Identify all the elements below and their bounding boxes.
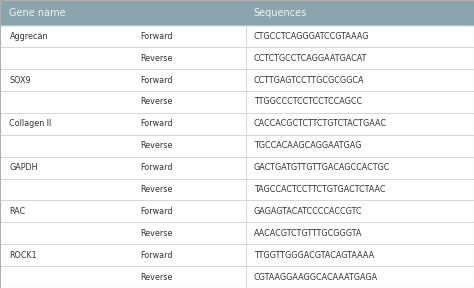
Text: Reverse: Reverse (140, 141, 172, 150)
Text: TTGGTTGGGACGTACAGTAAAA: TTGGTTGGGACGTACAGTAAAA (254, 251, 374, 260)
Text: Collagen II: Collagen II (9, 119, 52, 128)
Text: SOX9: SOX9 (9, 75, 31, 85)
Text: Forward: Forward (140, 163, 173, 172)
Text: ROCK1: ROCK1 (9, 251, 37, 260)
Text: Reverse: Reverse (140, 272, 172, 282)
Text: Forward: Forward (140, 251, 173, 260)
Text: Reverse: Reverse (140, 97, 172, 107)
Bar (0, 0, 474, 25)
Bar (0, 266, 474, 288)
Text: CACCACGCTCTTCTGTCTACTGAAC: CACCACGCTCTTCTGTCTACTGAAC (254, 119, 387, 128)
Bar (0, 69, 474, 91)
Text: CCTCTGCCTCAGGAATGACAT: CCTCTGCCTCAGGAATGACAT (254, 54, 367, 63)
Bar (0, 157, 474, 179)
Text: CGTAAGGAAGGCACAAATGAGA: CGTAAGGAAGGCACAAATGAGA (254, 272, 378, 282)
Bar (0, 179, 474, 200)
Text: Reverse: Reverse (140, 54, 172, 63)
Text: Aggrecan: Aggrecan (9, 32, 48, 41)
Bar (0, 47, 474, 69)
Bar (0, 113, 474, 135)
Bar (0, 91, 474, 113)
Bar (0, 244, 474, 266)
Bar (0, 222, 474, 244)
Text: GAPDH: GAPDH (9, 163, 38, 172)
Text: Sequences: Sequences (254, 8, 307, 18)
Text: Forward: Forward (140, 32, 173, 41)
Text: Gene name: Gene name (9, 8, 66, 18)
Text: TTGGCCCTCCTCCTCCAGCC: TTGGCCCTCCTCCTCCAGCC (254, 97, 362, 107)
Text: Reverse: Reverse (140, 185, 172, 194)
Text: CTGCCTCAGGGATCCGTAAAG: CTGCCTCAGGGATCCGTAAAG (254, 32, 369, 41)
Text: Forward: Forward (140, 207, 173, 216)
Bar (0, 25, 474, 47)
Text: Forward: Forward (140, 75, 173, 85)
Text: TGCCACAAGCAGGAATGAG: TGCCACAAGCAGGAATGAG (254, 141, 361, 150)
Bar (0, 200, 474, 222)
Text: GAGAGTACATCCCCACCGTC: GAGAGTACATCCCCACCGTC (254, 207, 362, 216)
Text: RAC: RAC (9, 207, 26, 216)
Text: TAGCCACTCCTTCTGTGACTCTAAC: TAGCCACTCCTTCTGTGACTCTAAC (254, 185, 385, 194)
Text: GACTGATGTTGTTGACAGCCACTGC: GACTGATGTTGTTGACAGCCACTGC (254, 163, 390, 172)
Text: AACACGTCTGTTTGCGGGTA: AACACGTCTGTTTGCGGGTA (254, 229, 362, 238)
Bar (0, 135, 474, 157)
Text: CCTTGAGTCCTTGCGCGGCA: CCTTGAGTCCTTGCGCGGCA (254, 75, 364, 85)
Text: Reverse: Reverse (140, 229, 172, 238)
Text: Forward: Forward (140, 119, 173, 128)
